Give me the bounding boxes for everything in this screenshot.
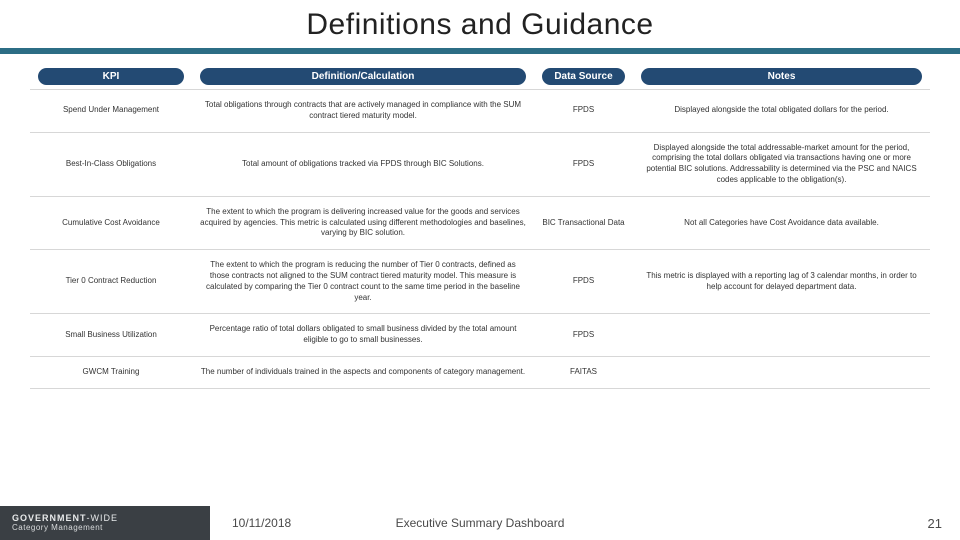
definitions-table: KPI Definition/Calculation Data Source N…: [30, 64, 930, 389]
cell-notes: Displayed alongside the total obligated …: [633, 90, 930, 133]
table-header-row: KPI Definition/Calculation Data Source N…: [30, 64, 930, 90]
page-number: 21: [928, 516, 942, 531]
cell-definition: The number of individuals trained in the…: [192, 356, 534, 388]
table-body: Spend Under Management Total obligations…: [30, 90, 930, 389]
slide: Definitions and Guidance KPI Definition/…: [0, 0, 960, 540]
table-row: Cumulative Cost Avoidance The extent to …: [30, 196, 930, 249]
cell-kpi: GWCM Training: [30, 356, 192, 388]
footer: GOVERNMENT-WIDE Category Management 10/1…: [0, 506, 960, 540]
cell-source: FPDS: [534, 132, 633, 196]
table-row: GWCM Training The number of individuals …: [30, 356, 930, 388]
definitions-table-wrap: KPI Definition/Calculation Data Source N…: [0, 64, 960, 540]
cell-kpi: Tier 0 Contract Reduction: [30, 250, 192, 314]
cell-source: BIC Transactional Data: [534, 196, 633, 249]
cell-source: FPDS: [534, 90, 633, 133]
brand-line-2: Category Management: [12, 524, 210, 532]
cell-notes: Not all Categories have Cost Avoidance d…: [633, 196, 930, 249]
cell-definition: Total amount of obligations tracked via …: [192, 132, 534, 196]
cell-definition: Percentage ratio of total dollars obliga…: [192, 314, 534, 357]
table-row: Small Business Utilization Percentage ra…: [30, 314, 930, 357]
cell-definition: The extent to which the program is reduc…: [192, 250, 534, 314]
cell-source: FAITAS: [534, 356, 633, 388]
table-row: Spend Under Management Total obligations…: [30, 90, 930, 133]
cell-definition: Total obligations through contracts that…: [192, 90, 534, 133]
title-rule: [0, 48, 960, 54]
table-row: Tier 0 Contract Reduction The extent to …: [30, 250, 930, 314]
slide-title: Definitions and Guidance: [0, 8, 960, 42]
brand-block: GOVERNMENT-WIDE Category Management: [0, 506, 210, 540]
cell-kpi: Cumulative Cost Avoidance: [30, 196, 192, 249]
cell-kpi: Small Business Utilization: [30, 314, 192, 357]
cell-source: FPDS: [534, 250, 633, 314]
col-header-definition: Definition/Calculation: [192, 64, 534, 90]
cell-kpi: Best-In-Class Obligations: [30, 132, 192, 196]
cell-source: FPDS: [534, 314, 633, 357]
cell-notes: Displayed alongside the total addressabl…: [633, 132, 930, 196]
col-header-kpi: KPI: [30, 64, 192, 90]
table-row: Best-In-Class Obligations Total amount o…: [30, 132, 930, 196]
cell-definition: The extent to which the program is deliv…: [192, 196, 534, 249]
footer-date: 10/11/2018: [232, 516, 291, 530]
cell-notes: [633, 356, 930, 388]
col-header-source: Data Source: [534, 64, 633, 90]
cell-notes: This metric is displayed with a reportin…: [633, 250, 930, 314]
col-header-notes: Notes: [633, 64, 930, 90]
cell-kpi: Spend Under Management: [30, 90, 192, 133]
cell-notes: [633, 314, 930, 357]
